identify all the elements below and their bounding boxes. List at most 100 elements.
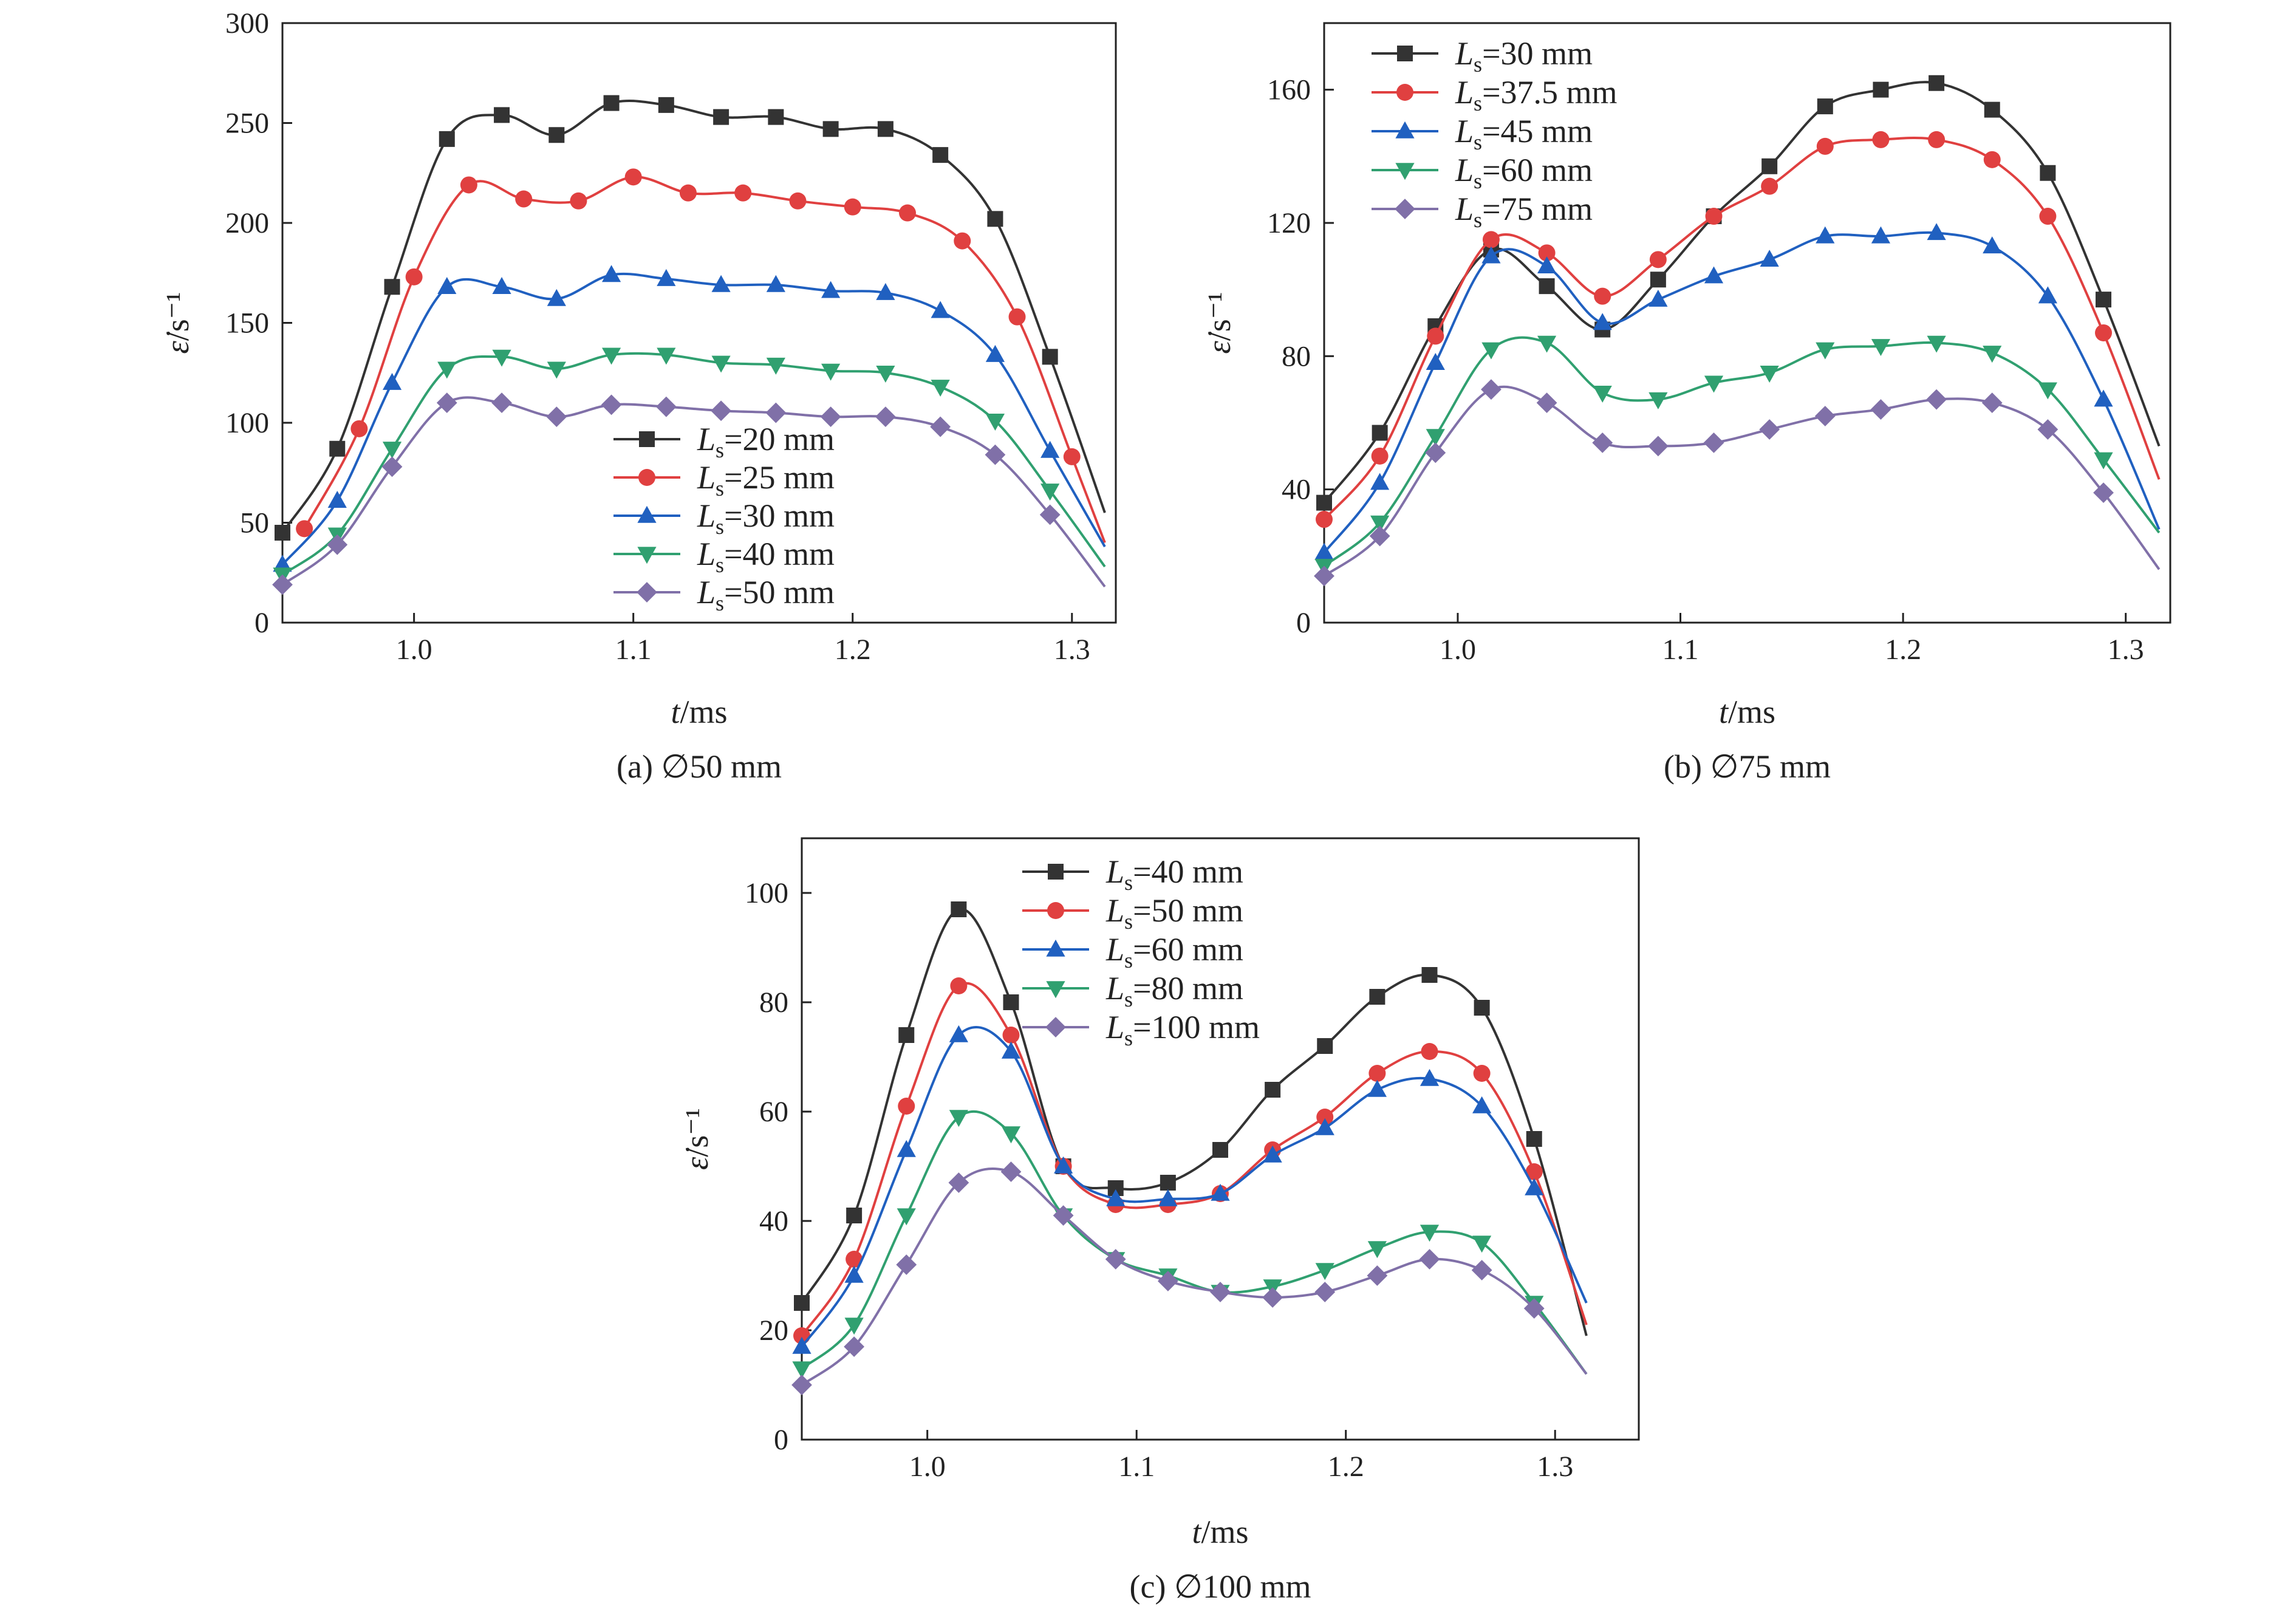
y-tick-label: 100 — [745, 877, 788, 909]
data-point — [1474, 1000, 1490, 1016]
data-point — [985, 414, 1005, 431]
y-axis-label: ε̇/s⁻¹ — [1201, 292, 1237, 354]
data-point — [624, 168, 642, 186]
data-point — [494, 107, 510, 123]
x-tick-label: 1.3 — [2108, 634, 2144, 666]
data-point — [546, 406, 567, 428]
chart-caption: (a) ∅50 mm — [617, 748, 782, 785]
data-point — [1042, 349, 1058, 365]
data-point — [327, 534, 348, 555]
legend-label: Ls=20 mm — [697, 421, 835, 462]
data-point — [949, 1110, 968, 1127]
x-tick-label: 1.1 — [1118, 1451, 1155, 1483]
data-point — [405, 268, 423, 285]
x-tick-label: 1.3 — [1054, 634, 1090, 666]
data-point — [1427, 327, 1444, 345]
data-point — [1314, 1282, 1336, 1302]
data-point — [1983, 236, 2002, 254]
data-point — [877, 121, 893, 137]
data-point — [1760, 250, 1779, 267]
data-point — [794, 1295, 810, 1311]
data-point — [2093, 482, 2114, 504]
series-ls-30-mm — [273, 265, 1106, 572]
legend-label: Ls=60 mm — [1455, 152, 1593, 193]
data-point — [1704, 375, 1724, 393]
series-ls-100-mm — [791, 1161, 1588, 1395]
data-point — [1262, 1287, 1283, 1308]
series-ls-40-mm — [794, 901, 1588, 1336]
plot-frame — [1323, 22, 2171, 624]
data-point — [1003, 994, 1019, 1010]
data-point — [876, 366, 895, 383]
data-point — [1158, 1189, 1178, 1206]
data-point — [1002, 1027, 1020, 1044]
data-point — [382, 442, 402, 459]
series-ls-40-mm — [273, 347, 1106, 585]
data-point — [1525, 1163, 1543, 1180]
data-point — [1316, 511, 1333, 528]
data-point — [844, 1336, 865, 1357]
data-point — [1983, 346, 2002, 363]
data-point — [2094, 452, 2113, 470]
data-point — [1063, 448, 1081, 465]
data-point — [1368, 1065, 1386, 1082]
series-ls-45-mm — [1314, 223, 2161, 560]
chart-panel-c: 1.0 1.1 1.2 1.3 0 20 40 60 80 100 t/ms ε̇/s⁻¹ (c) ∅1… — [678, 837, 1640, 1605]
data-point — [1759, 419, 1780, 440]
data-point — [951, 901, 967, 917]
data-point — [2039, 208, 2057, 225]
series-line — [281, 352, 1106, 576]
data-point — [1157, 1271, 1178, 1291]
chart-panel-a: 1.0 1.1 1.2 1.3 0 50 100 150 200 250 300 t/ms ε̇/s⁻¹… — [159, 7, 1117, 785]
data-point — [765, 402, 787, 423]
data-point — [791, 1375, 812, 1395]
data-point — [437, 277, 457, 294]
data-point — [272, 574, 293, 595]
x-axis-label: t/ms — [1192, 1514, 1248, 1550]
series-line — [1323, 336, 2161, 567]
data-point — [679, 184, 697, 202]
x-axis-label: t/ms — [671, 694, 727, 730]
data-point — [987, 211, 1003, 227]
legend-label: Ls=50 mm — [1105, 892, 1243, 934]
data-point — [1525, 1178, 1544, 1195]
data-point — [1369, 525, 1390, 547]
data-point — [2038, 286, 2057, 304]
data-point — [1317, 1038, 1333, 1054]
data-point — [547, 289, 566, 306]
data-point — [1650, 272, 1666, 288]
y-tick-label: 100 — [225, 407, 269, 439]
data-point — [1538, 244, 1556, 262]
data-point — [846, 1208, 863, 1223]
data-point — [1210, 1282, 1231, 1302]
data-point — [1315, 1118, 1334, 1135]
data-point — [1593, 313, 1612, 330]
legend-marker — [1395, 121, 1415, 138]
data-point — [1871, 226, 1891, 244]
data-point — [491, 392, 512, 413]
data-point — [1419, 1249, 1440, 1270]
data-point — [949, 1025, 968, 1042]
data-point — [1000, 1161, 1022, 1182]
series-ls-60-mm — [792, 1025, 1588, 1354]
data-point — [1704, 266, 1724, 284]
data-point — [896, 1254, 917, 1275]
data-point — [1425, 442, 1446, 463]
data-point — [381, 456, 403, 477]
data-point — [1927, 335, 1946, 353]
data-point — [1536, 392, 1557, 413]
data-point — [1593, 385, 1612, 403]
data-point — [948, 1172, 969, 1193]
legend-marker — [1048, 864, 1064, 880]
data-point — [766, 275, 785, 292]
series-line — [1323, 231, 2161, 554]
data-point — [548, 127, 565, 143]
data-point — [2038, 382, 2057, 400]
data-point — [931, 301, 950, 318]
data-point — [658, 97, 674, 113]
legend-label: Ls=40 mm — [1105, 853, 1243, 895]
legend-label: Ls=80 mm — [1105, 970, 1243, 1011]
legend-marker — [1047, 902, 1064, 919]
series-ls-25-mm — [296, 168, 1106, 544]
data-point — [1472, 1096, 1492, 1113]
